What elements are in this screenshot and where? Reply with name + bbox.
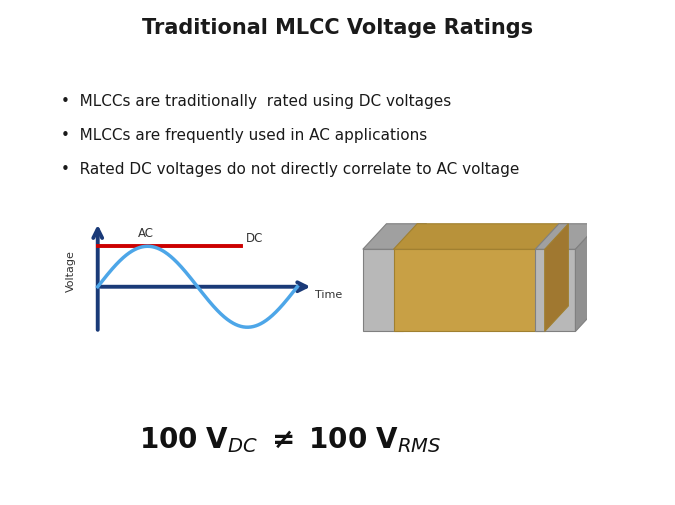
Text: •  MLCCs are traditionally  rated using DC voltages: • MLCCs are traditionally rated using DC… bbox=[61, 93, 451, 109]
Polygon shape bbox=[394, 250, 545, 332]
Text: •  MLCCs are frequently used in AC applications: • MLCCs are frequently used in AC applic… bbox=[61, 128, 427, 143]
Text: Voltage: Voltage bbox=[66, 249, 76, 291]
Polygon shape bbox=[535, 250, 575, 332]
Polygon shape bbox=[545, 224, 568, 332]
Polygon shape bbox=[535, 224, 599, 250]
Text: Time: Time bbox=[315, 290, 342, 300]
Text: AC: AC bbox=[138, 227, 154, 240]
Polygon shape bbox=[363, 250, 403, 332]
Text: Traditional MLCC Voltage Ratings: Traditional MLCC Voltage Ratings bbox=[142, 18, 533, 38]
Text: •  Rated DC voltages do not directly correlate to AC voltage: • Rated DC voltages do not directly corr… bbox=[61, 162, 519, 177]
Text: $\mathbf{100}$ $\mathbf{V}_{DC}$ $\mathbf{\neq}$ $\mathbf{100}$ $\mathbf{V}_{RMS: $\mathbf{100}$ $\mathbf{V}_{DC}$ $\mathb… bbox=[139, 425, 441, 454]
Text: DC: DC bbox=[246, 231, 263, 244]
Polygon shape bbox=[363, 224, 427, 250]
Polygon shape bbox=[394, 224, 568, 250]
Polygon shape bbox=[575, 224, 599, 332]
